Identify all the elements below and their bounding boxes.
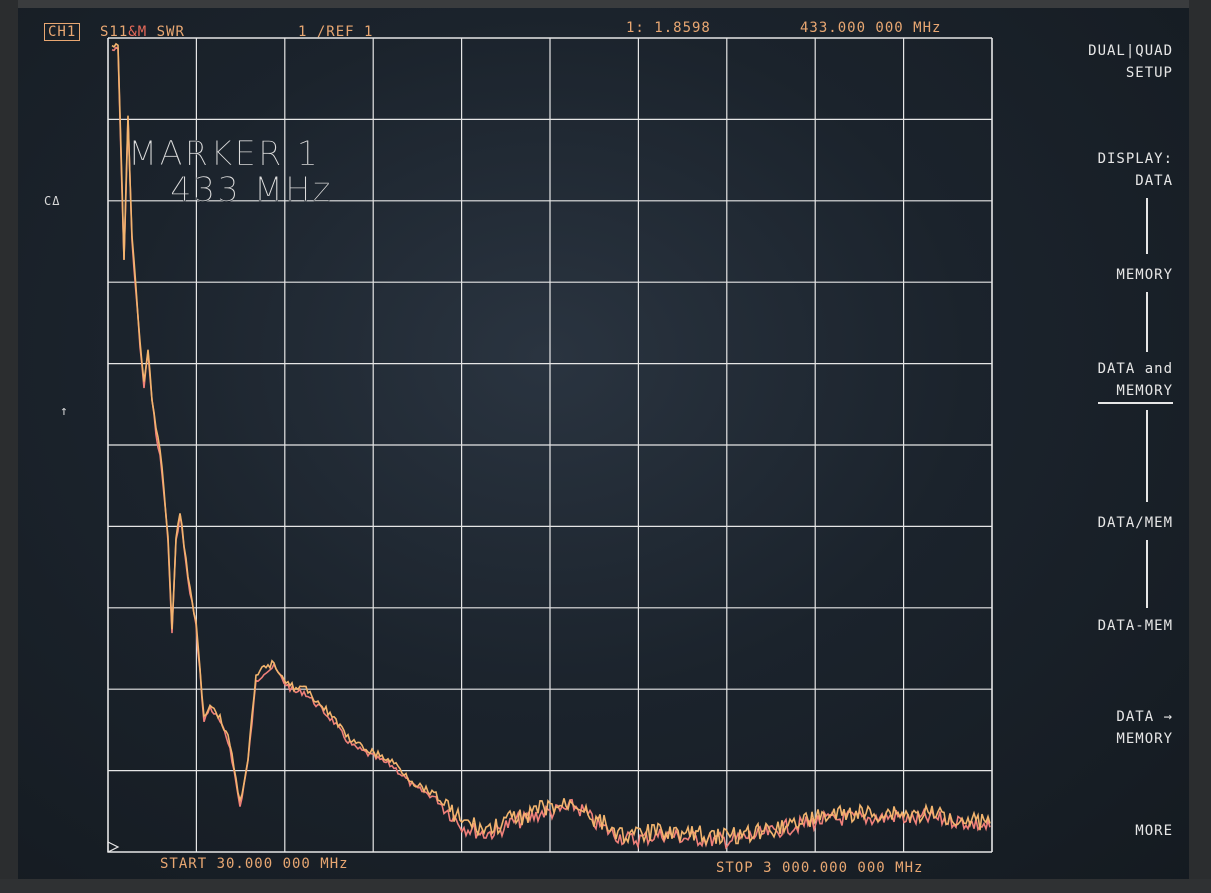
softkey-data-to-memory-label: MEMORY: [1116, 731, 1173, 747]
start-frequency: START 30.000 000 MHz: [160, 856, 349, 872]
softkey-setup-label: SETUP: [1125, 65, 1173, 81]
channel-indicator: CH1: [44, 23, 81, 41]
bezel-left: [0, 0, 18, 893]
data-trace: [111, 42, 991, 847]
softkey-group-line: [1146, 540, 1148, 608]
softkey-group-line: [1146, 198, 1148, 254]
softkey-data-to-memory[interactable]: DATA → MEMORY: [1116, 706, 1173, 750]
bezel-right: [1189, 0, 1211, 893]
softkey-more[interactable]: MORE: [1135, 820, 1173, 842]
softkey-display-label: DISPLAY:: [1097, 151, 1173, 167]
softkey-group-line: [1146, 292, 1148, 352]
softkey-group-line: [1146, 410, 1148, 502]
param-amp: &M: [128, 24, 148, 40]
softkey-display-data[interactable]: DISPLAY: DATA: [1098, 148, 1173, 192]
softkey-data-and-label: DATA and: [1097, 361, 1173, 377]
softkey-data-to-label: DATA →: [1116, 709, 1173, 725]
param-prefix: S11: [100, 24, 129, 40]
softkey-data-div-mem[interactable]: DATA/MEM: [1098, 512, 1173, 534]
scale-ref-label: 1 /REF 1: [298, 24, 374, 40]
channel-badge: CH1: [44, 23, 81, 41]
softkey-more-label: MORE: [1135, 823, 1173, 839]
parameter-label: S11&M SWR: [100, 24, 185, 40]
reference-arrow-icon: ↑: [60, 404, 69, 419]
softkey-memory[interactable]: MEMORY: [1116, 264, 1173, 286]
marker-annotation-title: MARKER 1: [128, 134, 321, 175]
softkey-data-and-memory-label: MEMORY: [1116, 383, 1173, 399]
softkey-data-label: DATA: [1135, 173, 1173, 189]
marker-readout: 1: 1.8598: [626, 20, 711, 36]
softkey-data-div-mem-label: DATA/MEM: [1097, 515, 1173, 531]
marker-frequency: 433.000 000 MHz: [800, 20, 942, 36]
format-label: SWR: [156, 24, 185, 40]
softkey-memory-label: MEMORY: [1116, 267, 1173, 283]
softkey-data-minus-mem[interactable]: DATA-MEM: [1098, 615, 1173, 637]
softkey-dual-quad-label: DUAL|QUAD: [1088, 43, 1173, 59]
marker-annotation-frequency: 433 MHz: [170, 170, 333, 211]
start-marker-triangle: [107, 841, 120, 853]
stop-frequency: STOP 3 000.000 000 MHz: [716, 860, 924, 876]
cal-delta-indicator: CΔ: [44, 194, 61, 208]
softkey-data-minus-mem-label: DATA-MEM: [1097, 618, 1173, 634]
softkey-data-and-memory[interactable]: DATA and MEMORY: [1097, 358, 1173, 404]
softkey-dual-quad-setup[interactable]: DUAL|QUAD SETUP: [1088, 40, 1173, 84]
memory-trace: [111, 46, 991, 850]
bezel-bottom: [0, 879, 1211, 893]
bezel-top: [0, 0, 1211, 8]
graticule: [107, 37, 993, 853]
